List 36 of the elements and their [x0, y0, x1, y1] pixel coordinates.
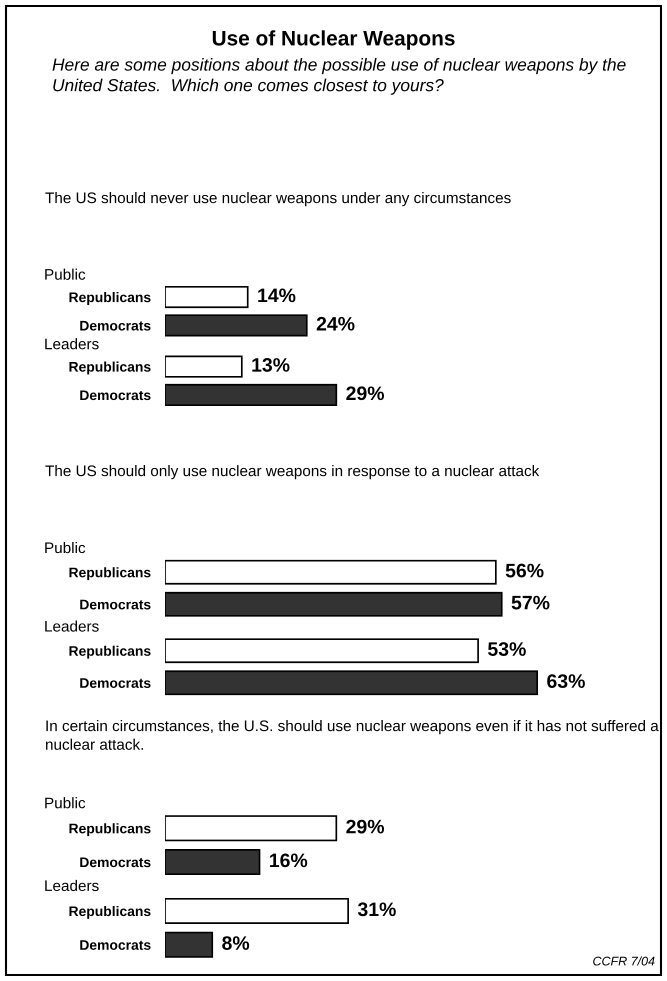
y-tick-label: Republicans — [69, 292, 151, 305]
data-label: 56% — [506, 564, 544, 578]
text: Public — [45, 268, 86, 280]
data-label: 57% — [512, 596, 550, 610]
chart-title: The US should only use nuclear weapons in response to a nuclear attack — [45, 465, 540, 480]
y-tick-label: Democrats — [80, 858, 151, 868]
chart-title: In certain circumstances, the U.S. should use nuclear weapons even if it has not suffered a nuclear attack. — [46, 720, 659, 750]
text: Leaders — [45, 880, 99, 892]
y-tick-label: Democrats — [80, 390, 151, 400]
data-label: 31% — [358, 902, 396, 916]
text: CCFR 7/04 — [593, 956, 655, 966]
data-label: 29% — [346, 386, 384, 400]
chart-title: Use of Nuclear Weapons — [212, 30, 455, 50]
y-tick-label: Republicans — [69, 646, 151, 659]
text: Leaders — [45, 338, 99, 350]
y-tick-label: Republicans — [69, 362, 151, 374]
y-tick-label: Democrats — [80, 320, 151, 331]
y-tick-label: Republicans — [69, 906, 151, 919]
text: The US should never use nuclear weapons under any circumstances — [45, 192, 511, 206]
y-tick-label: Democrats — [80, 678, 151, 688]
data-label: 14% — [258, 288, 296, 302]
text: Leaders — [45, 620, 99, 632]
data-label: 13% — [252, 358, 290, 372]
text: Public — [45, 542, 86, 554]
data-label: 53% — [488, 642, 526, 656]
data-label: 29% — [346, 820, 384, 834]
chart-subtitle: Here are some positions about the possible use of nuclear weapons by the United States. Which one comes closest to yours? — [52, 58, 626, 95]
data-label: 63% — [547, 674, 585, 688]
text: Public — [45, 797, 86, 808]
y-tick-label: Republicans — [69, 823, 151, 836]
data-label: 24% — [316, 316, 354, 331]
data-label: 16% — [270, 853, 308, 868]
y-tick-label: Republicans — [69, 567, 151, 580]
data-label: 8% — [222, 936, 250, 950]
y-tick-label: Democrats — [80, 940, 151, 950]
y-tick-label: Democrats — [80, 600, 151, 610]
